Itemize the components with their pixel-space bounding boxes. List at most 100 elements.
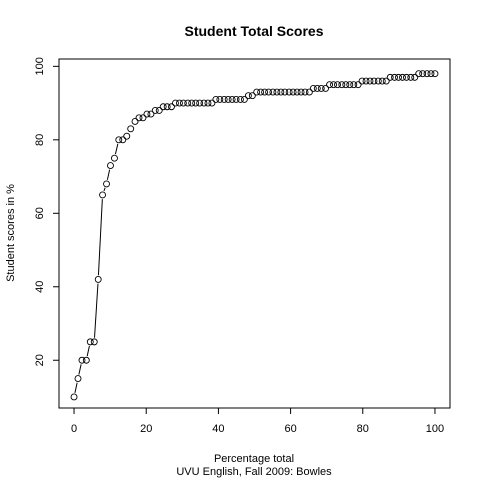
data-point — [407, 73, 415, 81]
data-point — [301, 88, 309, 96]
x-tick-label: 0 — [71, 423, 77, 435]
data-point — [346, 81, 354, 89]
data-point — [289, 88, 297, 96]
chart-subtitle: UVU English, Fall 2009: Bowles — [176, 466, 332, 478]
data-point — [90, 338, 98, 346]
connector-segment — [86, 345, 90, 357]
connector-segment — [106, 169, 111, 180]
data-point — [216, 95, 224, 103]
data-point — [358, 77, 366, 85]
data-point — [265, 88, 273, 96]
data-point — [253, 88, 261, 96]
connector-segment — [94, 283, 99, 338]
data-point — [188, 99, 196, 107]
data-point — [139, 114, 147, 122]
y-tick-label: 100 — [34, 57, 46, 75]
connector-lines — [74, 143, 119, 393]
data-point — [107, 162, 114, 169]
y-tick-label: 40 — [34, 281, 46, 293]
data-point — [378, 77, 386, 85]
data-point — [204, 99, 212, 107]
x-tick-label: 20 — [140, 423, 152, 435]
data-point — [175, 99, 183, 107]
x-tick-label: 60 — [284, 423, 296, 435]
data-point — [322, 84, 330, 92]
data-point — [179, 99, 187, 107]
data-point — [350, 81, 358, 89]
data-point — [228, 95, 236, 103]
data-point — [411, 73, 419, 81]
connector-segment — [103, 187, 106, 192]
data-point — [212, 95, 220, 103]
data-point — [269, 88, 277, 96]
x-tick-label: 100 — [426, 423, 444, 435]
x-axis-label: Percentage total — [214, 453, 294, 465]
data-point — [196, 99, 204, 107]
data-point — [135, 114, 143, 122]
data-point — [354, 81, 362, 89]
data-point — [402, 73, 410, 81]
data-point — [151, 106, 159, 114]
data-point — [285, 88, 293, 96]
data-point — [127, 125, 135, 133]
data-point — [342, 81, 350, 89]
data-point — [431, 70, 439, 78]
plot-frame — [58, 58, 451, 409]
data-point — [309, 84, 317, 92]
data-point — [374, 77, 382, 85]
data-point — [119, 136, 127, 144]
data-point — [208, 99, 216, 107]
data-point — [82, 356, 90, 364]
data-point — [70, 393, 78, 401]
data-point — [366, 77, 374, 85]
data-point — [224, 95, 232, 103]
data-point — [317, 84, 325, 92]
data-point — [200, 99, 208, 107]
data-point — [261, 88, 269, 96]
data-point — [326, 81, 334, 89]
data-point — [386, 73, 394, 81]
data-point — [99, 191, 107, 199]
data-point — [281, 88, 289, 96]
data-point — [236, 95, 244, 103]
y-axis-label: Student scores in % — [5, 184, 17, 282]
data-point — [419, 70, 427, 78]
x-tick-label: 40 — [212, 423, 224, 435]
data-point — [131, 118, 139, 125]
data-point — [427, 70, 435, 78]
data-point — [330, 81, 337, 89]
chart-title: Student Total Scores — [185, 23, 324, 39]
data-point — [313, 84, 321, 92]
data-point — [163, 103, 171, 111]
data-point — [370, 77, 378, 85]
data-point — [334, 81, 341, 89]
data-point — [143, 110, 151, 118]
y-tick-label: 80 — [34, 134, 46, 146]
data-point — [103, 180, 110, 188]
connector-segment — [97, 199, 103, 276]
connector-segment — [78, 364, 82, 375]
connector-segment — [114, 143, 119, 155]
data-point — [168, 103, 175, 111]
data-point — [395, 73, 402, 81]
data-point — [111, 154, 118, 162]
data-point — [94, 275, 102, 283]
data-point — [147, 110, 155, 118]
data-point — [338, 81, 346, 89]
data-point — [399, 73, 406, 81]
data-point — [362, 77, 370, 85]
data-point — [123, 132, 131, 140]
data-point — [248, 92, 256, 100]
data-point — [78, 356, 86, 364]
x-axis: 0 20 40 60 80 100 — [71, 408, 444, 435]
y-axis: 20 40 60 80 100 — [34, 57, 59, 366]
data-point — [244, 92, 252, 100]
x-tick-label: 80 — [357, 423, 369, 435]
data-point — [172, 99, 179, 107]
data-point — [305, 88, 313, 96]
data-point — [240, 95, 248, 103]
data-point — [74, 375, 82, 383]
data-point — [232, 95, 240, 103]
data-point — [192, 99, 200, 107]
